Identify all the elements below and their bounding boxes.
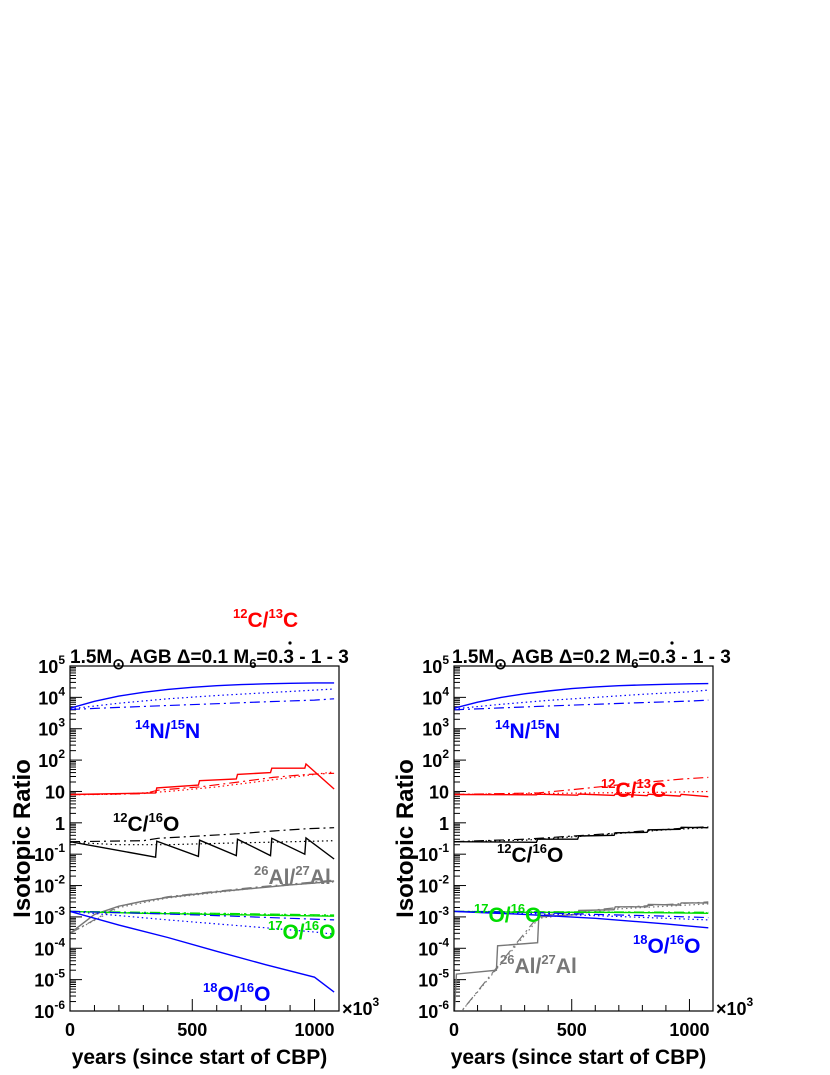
series-12C-16O-dashdot	[70, 827, 335, 843]
y-tick-label: 1	[439, 814, 449, 834]
series-label-12C-16O: 12C/16O	[113, 810, 179, 836]
x-tick-label: 500	[557, 1020, 587, 1040]
x-tick-label: 500	[177, 1020, 207, 1040]
x-tick-label: 1000	[295, 1020, 335, 1040]
plot-frame	[453, 665, 714, 1012]
plot-frame	[69, 665, 340, 1012]
series-18O-16O-solid	[70, 910, 335, 993]
chart-title: 1.5M⊙ AGB Δ=0.2 M6=0.3 - 1 - 3	[452, 647, 731, 673]
y-tick-label: 103	[422, 716, 449, 740]
series-label-18O-16O: 18O/16O	[633, 932, 700, 958]
x-tick-label: 1000	[669, 1020, 709, 1040]
series-14N-15N-dotted	[70, 688, 335, 710]
y-tick-label: 104	[38, 684, 65, 708]
series-12C-13C-solid	[70, 762, 335, 796]
y-tick-label: 104	[422, 684, 449, 708]
y-axis-label: Isotopic Ratio	[9, 759, 36, 918]
y-tick-label: 10-6	[418, 998, 449, 1022]
series-14N-15N-dashdot	[70, 698, 335, 711]
series-label-26Al-27Al: 26Al/27Al	[254, 863, 331, 889]
series-12C-13C-solid	[454, 793, 709, 798]
series-18O-16O-solid	[454, 910, 709, 929]
y-tick-label: 10-4	[418, 935, 449, 959]
y-tick-label: 10-6	[34, 998, 65, 1022]
series-label-17O-16O: 17O/16O	[268, 918, 335, 944]
y-tick-label: 102	[38, 747, 65, 771]
y-tick-label: 10-5	[418, 967, 449, 991]
series-label-12C-13C: 12C/13C	[601, 776, 666, 802]
chart-title: 1.5M⊙ AGB Δ=0.1 M6=0.3 - 1 - 3	[70, 647, 349, 673]
y-tick-label: 103	[38, 716, 65, 740]
y-tick-label: 10-2	[34, 873, 65, 897]
series-14N-15N-dashdot	[454, 699, 709, 711]
series-label-14N-15N: 14N/15N	[135, 717, 200, 743]
y-tick-label: 10-1	[34, 841, 65, 865]
series-label-17O-16O: 17O/16O	[474, 901, 541, 927]
series-26Al-27Al-solid	[454, 902, 709, 1011]
x-tick-label: 0	[65, 1020, 75, 1040]
y-tick-label: 10-3	[34, 904, 65, 928]
series-label-26Al-27Al: 26Al/27Al	[500, 952, 577, 978]
series-12C-16O-solid	[70, 836, 335, 860]
x-axis-label: years (since start of CBP)	[72, 1046, 328, 1069]
x-tick-label: 0	[449, 1020, 459, 1040]
mdot-accent	[670, 641, 674, 645]
x-axis-label: years (since start of CBP)	[451, 1046, 707, 1069]
plot-area	[454, 682, 709, 1011]
y-tick-label: 10	[429, 782, 449, 802]
y-tick-label: 102	[422, 747, 449, 771]
series-18O-16O-dashdot	[454, 910, 709, 919]
series-label-12C-13C: 12C/13C	[233, 606, 298, 632]
y-tick-label: 10	[45, 782, 65, 802]
series-18O-16O-dashdot	[70, 910, 335, 921]
series-12C-16O-solid	[454, 826, 709, 844]
series-label-12C-16O: 12C/16O	[497, 841, 563, 867]
series-label-18O-16O: 18O/16O	[203, 980, 270, 1006]
y-tick-label: 10-2	[418, 873, 449, 897]
y-tick-label: 105	[38, 653, 65, 677]
chart-panel-1: 1.5M⊙ AGB Δ=0.1 M6=0.3 - 1 - 3 Isotopic R…	[9, 606, 380, 1069]
y-tick-label: 10-4	[34, 935, 65, 959]
y-tick-label: 10-3	[418, 904, 449, 928]
y-tick-label: 10-1	[418, 841, 449, 865]
series-18O-16O-dotted	[454, 910, 709, 921]
series-17O-16O-solid	[70, 910, 335, 917]
x-multiplier: ×103	[716, 995, 754, 1019]
series-14N-15N-solid	[70, 682, 335, 709]
series-label-14N-15N: 14N/15N	[495, 717, 560, 743]
plot-area	[70, 682, 335, 993]
y-tick-label: 105	[422, 653, 449, 677]
series-26Al-27Al-solid	[70, 880, 335, 934]
chart-panel-2: 1.5M⊙ AGB Δ=0.2 M6=0.3 - 1 - 3 Isotopic R…	[392, 641, 754, 1069]
y-tick-label: 1	[55, 814, 65, 834]
series-12C-13C-dotted	[454, 790, 709, 796]
series-14N-15N-solid	[454, 682, 709, 709]
y-axis-label: Isotopic Ratio	[392, 759, 419, 918]
y-tick-label: 10-5	[34, 967, 65, 991]
mdot-accent	[288, 641, 292, 645]
x-multiplier: ×103	[342, 995, 380, 1019]
series-12C-13C-dashdot	[454, 776, 709, 796]
